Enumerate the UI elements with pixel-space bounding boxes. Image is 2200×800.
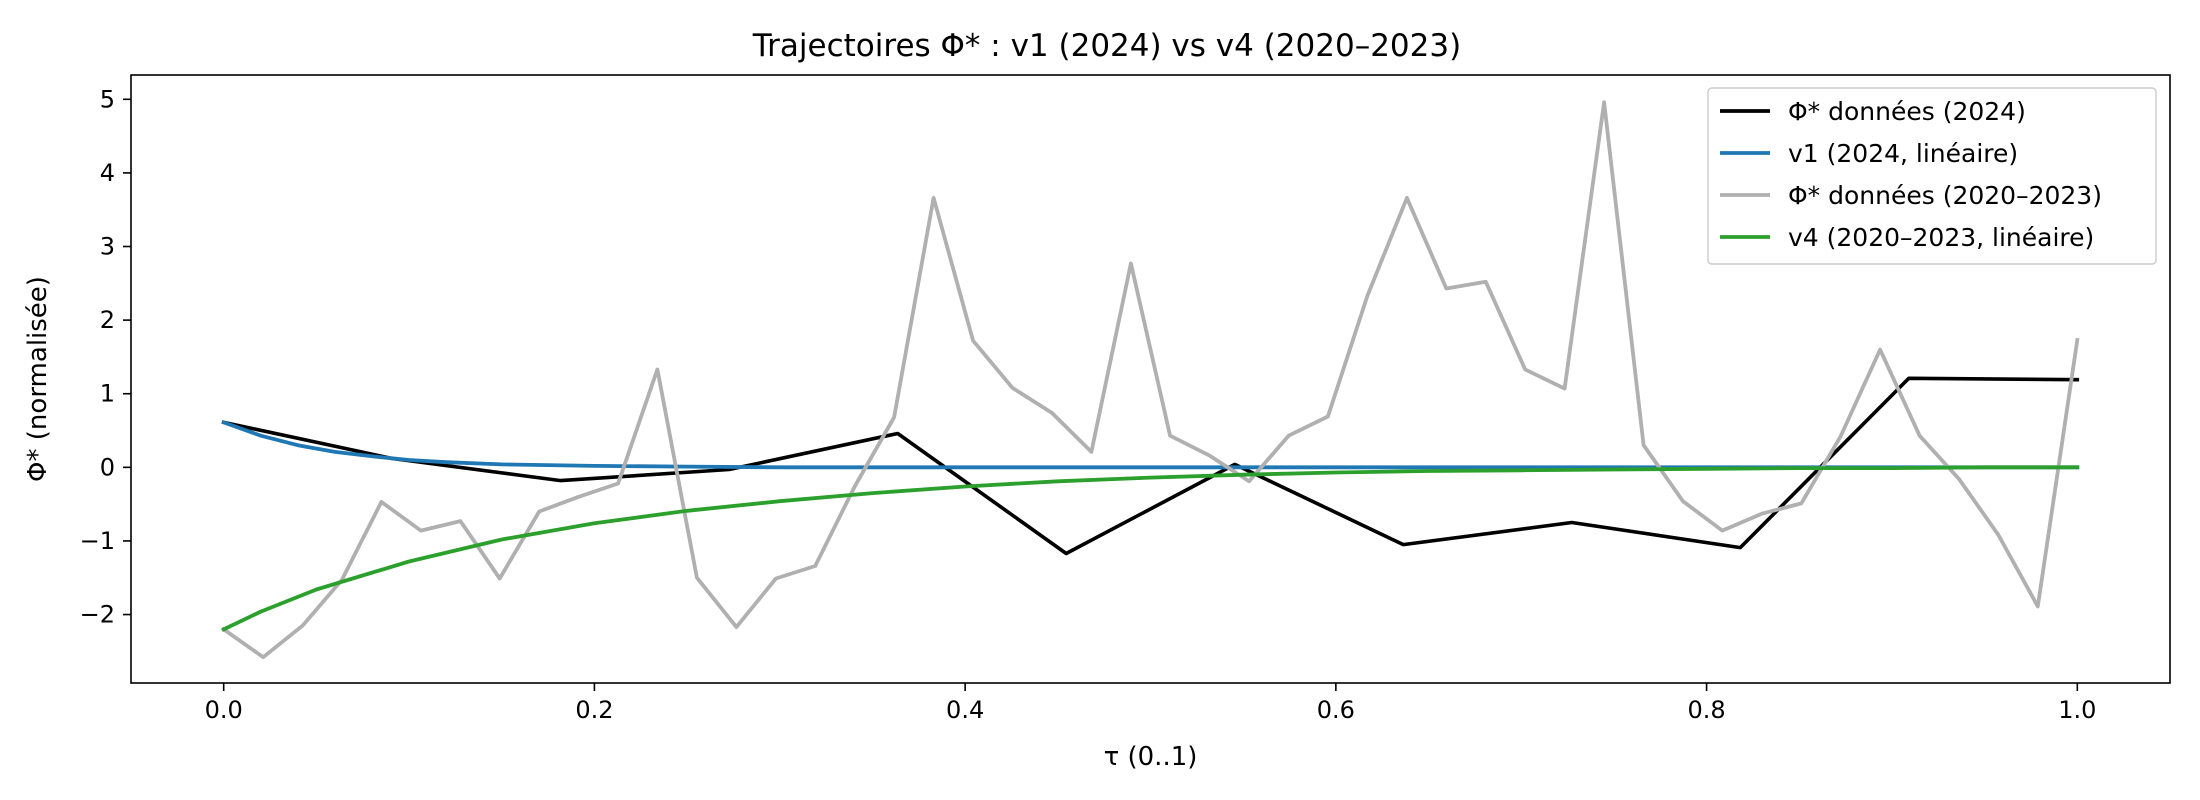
y-tick-label: 1 — [100, 380, 115, 408]
series-line-2 — [221, 419, 2080, 470]
x-axis-label: τ (0..1) — [1104, 742, 1198, 772]
y-tick-label: 5 — [100, 85, 115, 113]
y-tick-label: 3 — [100, 233, 115, 261]
legend-label: Φ* données (2020–2023) — [1788, 181, 2102, 210]
y-tick-label: 4 — [100, 159, 115, 187]
x-tick-label: 0.6 — [1317, 696, 1355, 724]
chart-title: Trajectoires Φ* : v1 (2024) vs v4 (2020–… — [752, 28, 1461, 64]
legend-label: v4 (2020–2023, linéaire) — [1788, 223, 2094, 252]
plot-area-frame — [130, 74, 2171, 684]
x-tick-label: 0.2 — [575, 696, 613, 724]
y-tick-label: −2 — [80, 601, 115, 629]
series-line-1 — [221, 376, 2080, 556]
x-tick-label: 0.8 — [1688, 696, 1726, 724]
legend-label: v1 (2024, linéaire) — [1788, 139, 2018, 168]
series-line-4 — [221, 465, 2080, 632]
legend-label: Φ* données (2024) — [1788, 97, 2026, 126]
legend: Φ* données (2024) v1 (2024, linéaire) Φ* d… — [1707, 87, 2157, 265]
y-tick-label: 2 — [100, 306, 115, 334]
y-axis-label: Φ* (normalisée) — [23, 276, 53, 482]
x-tick-label: 1.0 — [2058, 696, 2096, 724]
y-tick-label: −1 — [80, 527, 115, 555]
x-axis: 0.0 0.2 0.4 0.6 0.8 1.0 — [205, 683, 2096, 724]
series-line-3 — [221, 100, 2080, 660]
legend-box — [1707, 87, 2157, 265]
y-axis: −2 −1 0 1 2 3 4 5 — [80, 85, 131, 629]
x-tick-label: 0.4 — [946, 696, 984, 724]
y-tick-label: 0 — [100, 453, 115, 481]
x-tick-label: 0.0 — [205, 696, 243, 724]
